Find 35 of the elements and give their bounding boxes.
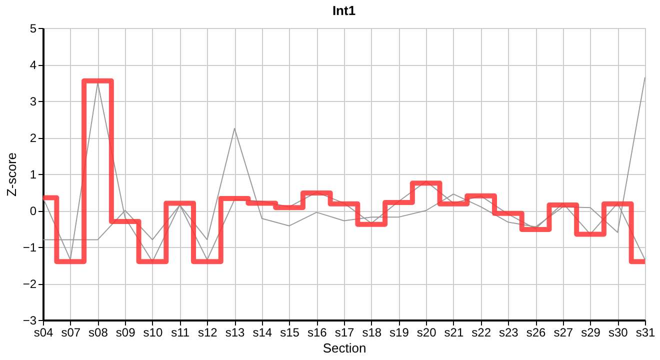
x-tick-label: s18: [362, 326, 382, 340]
chart-title: Int1: [332, 3, 356, 18]
y-axis-title: Z-score: [4, 152, 19, 197]
y-tick-label: 2: [30, 131, 37, 145]
x-tick-label: s11: [171, 326, 190, 340]
x-tick-label: s19: [390, 326, 410, 340]
x-tick-label: s26: [526, 326, 546, 340]
x-tick-label: s30: [608, 326, 628, 340]
x-tick-label: s08: [88, 326, 108, 340]
y-tick-label: 3: [30, 94, 37, 108]
x-tick-label: s12: [198, 326, 218, 340]
x-tick-label: s14: [252, 326, 272, 340]
y-tick-label: −2: [22, 277, 37, 291]
y-tick-label: 0: [30, 204, 37, 218]
x-tick-label: s10: [143, 326, 163, 340]
x-tick-label: s27: [554, 326, 574, 340]
x-tick-label: s16: [307, 326, 328, 340]
x-tick-label: s17: [334, 326, 354, 340]
x-tick-label: s09: [116, 326, 136, 340]
x-axis-title: Section: [322, 340, 366, 356]
y-tick-label: 4: [30, 58, 37, 72]
y-tick-label: −3: [22, 314, 37, 328]
y-tick-label: 5: [30, 22, 37, 36]
x-tick-label: s31: [636, 326, 656, 340]
x-tick-label: s13: [225, 326, 246, 340]
x-tick-label: s20: [416, 326, 437, 340]
x-tick-label: s07: [61, 326, 81, 340]
x-tick-label: s23: [499, 326, 519, 340]
x-tick-label: s29: [581, 326, 601, 340]
y-tick-label: 1: [30, 168, 37, 182]
x-tick-label: s22: [472, 326, 492, 340]
x-tick-label: s15: [280, 326, 300, 340]
x-tick-label: s21: [444, 326, 464, 340]
x-tick-label: s04: [34, 326, 54, 340]
y-tick-label: −1: [22, 240, 37, 254]
